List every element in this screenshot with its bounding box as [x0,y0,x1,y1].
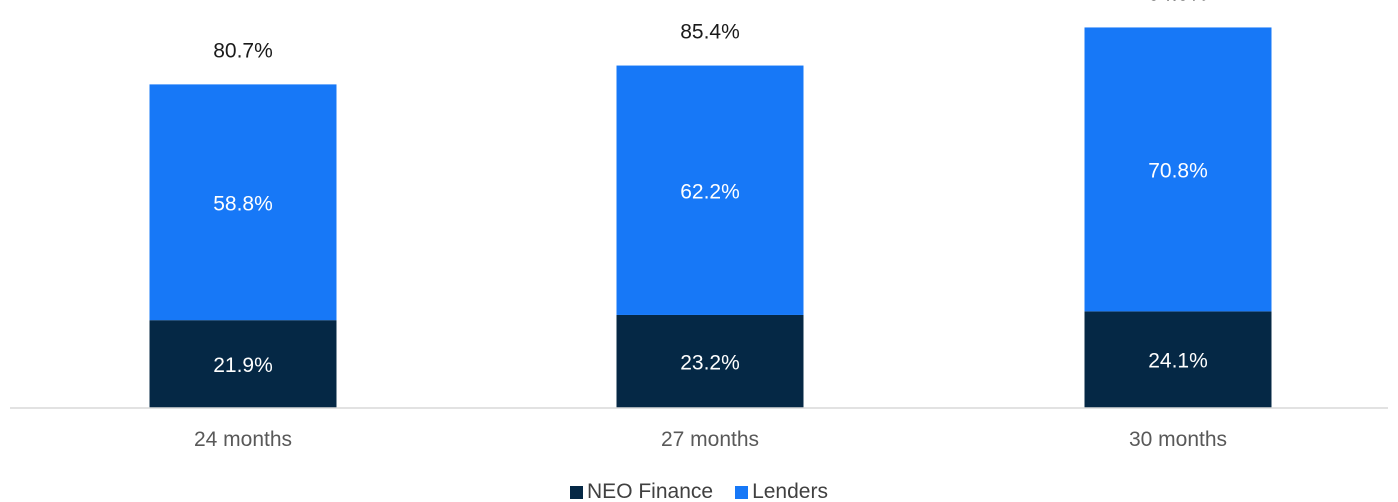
data-label: 23.2% [680,351,740,374]
bar-lenders [1084,27,1272,312]
legend: NEO Finance Lenders [0,480,1398,502]
x-tick-label: 24 months [194,428,292,451]
data-label: 21.9% [213,354,273,377]
bar-neo-finance [149,320,337,408]
total-label: 80.7% [213,39,273,62]
bar-lenders [149,84,337,321]
data-label: 24.1% [1148,350,1208,373]
x-tick-label: 30 months [1129,428,1227,451]
data-label: 58.8% [213,192,273,215]
legend-label-lenders: Lenders [752,480,828,502]
legend-item-lenders: Lenders [735,480,828,502]
legend-item-neo-finance: NEO Finance [570,480,713,502]
data-label: 62.2% [680,180,740,203]
x-tick-label: 27 months [661,428,759,451]
bar-neo-finance [1084,311,1272,408]
total-label: 94.9% [1148,0,1208,5]
bar-neo-finance [616,314,804,408]
bar-lenders [616,65,804,315]
data-label: 70.8% [1148,159,1208,182]
legend-swatch-lenders [735,485,749,499]
legend-label-neo-finance: NEO Finance [587,480,714,502]
total-label: 85.4% [680,21,740,44]
legend-swatch-neo-finance [570,485,584,499]
